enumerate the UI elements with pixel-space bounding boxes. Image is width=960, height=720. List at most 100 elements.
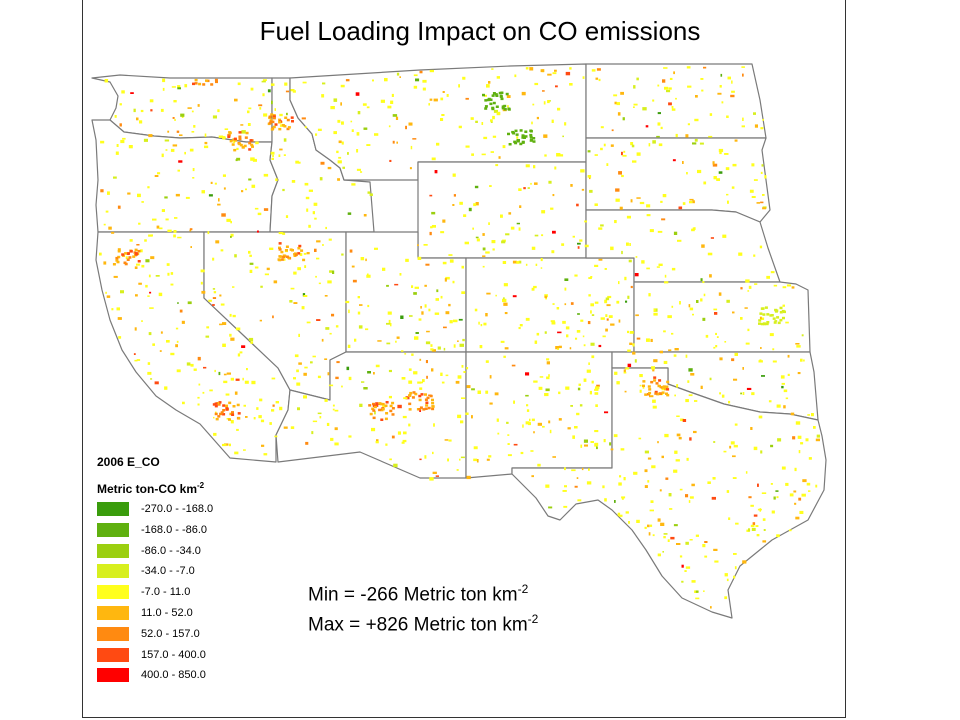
emission-cell — [250, 341, 254, 344]
emission-cell — [611, 129, 614, 132]
emission-cell — [550, 320, 555, 323]
emission-cell — [724, 596, 728, 600]
emission-cell — [207, 231, 210, 235]
legend-swatch — [97, 606, 129, 620]
emission-cell — [762, 194, 765, 196]
emission-cell — [752, 522, 756, 526]
emission-cell — [100, 189, 104, 193]
emission-cell — [466, 367, 469, 370]
emission-cell — [522, 424, 524, 428]
emission-cell — [201, 290, 206, 294]
emission-cell — [425, 401, 429, 404]
emission-cell — [636, 77, 639, 81]
emission-cell — [495, 294, 497, 297]
emission-cell — [745, 471, 748, 474]
emission-cell — [341, 141, 344, 145]
emission-cell — [352, 279, 357, 283]
emission-cell — [269, 120, 273, 123]
emission-cell — [117, 250, 121, 253]
emission-cell — [656, 392, 660, 396]
emission-cell — [224, 128, 229, 130]
emission-cell — [271, 100, 273, 105]
emission-cell — [161, 153, 164, 158]
emission-cell — [713, 176, 717, 180]
emission-cell — [762, 322, 766, 325]
emission-cell — [333, 131, 337, 135]
emission-cell — [458, 318, 463, 321]
emission-cell — [425, 404, 429, 407]
emission-cell — [496, 418, 499, 422]
emission-cell — [459, 343, 464, 347]
emission-cell — [546, 376, 550, 380]
emission-cell — [627, 330, 629, 334]
emission-cell — [278, 242, 282, 245]
emission-cell — [621, 151, 623, 156]
emission-cell — [616, 102, 620, 106]
emission-cell — [444, 439, 449, 441]
emission-cell — [468, 207, 472, 212]
emission-cell — [696, 300, 699, 303]
emission-cell — [108, 226, 112, 230]
emission-cell — [782, 286, 787, 289]
emission-cell — [525, 394, 529, 397]
emission-cell — [595, 77, 599, 80]
emission-cell — [665, 392, 668, 395]
emission-cell — [507, 434, 510, 436]
emission-cell — [681, 564, 684, 568]
emission-cell — [475, 202, 479, 206]
emission-cell — [661, 393, 664, 396]
emission-cell — [675, 459, 680, 462]
emission-cell — [271, 377, 276, 380]
emission-cell — [419, 458, 422, 461]
emission-cell — [482, 233, 485, 236]
emission-cell — [528, 422, 531, 426]
emission-cell — [780, 375, 785, 379]
emission-cell — [626, 242, 629, 246]
emission-cell — [373, 405, 377, 409]
emission-cell — [657, 84, 660, 87]
emission-cell — [536, 116, 539, 120]
emission-cell — [666, 380, 670, 384]
emission-cell — [719, 152, 722, 155]
emission-cell — [152, 218, 157, 221]
emission-cell — [231, 413, 235, 416]
emission-cell — [543, 134, 548, 138]
emission-cell — [386, 322, 391, 325]
emission-cell — [213, 432, 217, 436]
emission-cell — [397, 431, 401, 435]
legend-swatch — [97, 626, 129, 641]
emission-cell — [166, 263, 170, 266]
emission-cell — [278, 258, 282, 262]
emission-cell — [138, 222, 141, 225]
emission-cell — [678, 436, 682, 440]
emission-cell — [759, 245, 763, 249]
emission-cell — [525, 263, 528, 266]
emission-cell — [287, 126, 291, 129]
emission-cell — [554, 166, 557, 170]
emission-cell — [253, 417, 256, 420]
emission-cell — [584, 244, 589, 248]
emission-cell — [326, 422, 330, 426]
emission-cell — [327, 166, 332, 170]
emission-cell — [671, 305, 674, 308]
emission-cell — [614, 500, 616, 503]
emission-cell — [554, 69, 557, 72]
emission-cell — [564, 303, 567, 306]
emission-cell — [673, 469, 678, 473]
emission-cell — [574, 274, 578, 277]
emission-cell — [409, 391, 413, 395]
emission-cell — [574, 485, 578, 488]
emission-cell — [136, 359, 141, 361]
emission-cell — [308, 189, 313, 192]
emission-cell — [760, 322, 764, 326]
emission-cell — [337, 119, 341, 123]
emission-cell — [519, 324, 523, 327]
emission-cell — [310, 361, 313, 364]
emission-cell — [402, 439, 407, 443]
emission-cell — [591, 314, 595, 316]
emission-cell — [551, 119, 554, 123]
emission-cell — [391, 413, 395, 416]
emission-cell — [541, 234, 544, 237]
emission-cell — [645, 125, 649, 128]
emission-cell — [391, 401, 395, 405]
